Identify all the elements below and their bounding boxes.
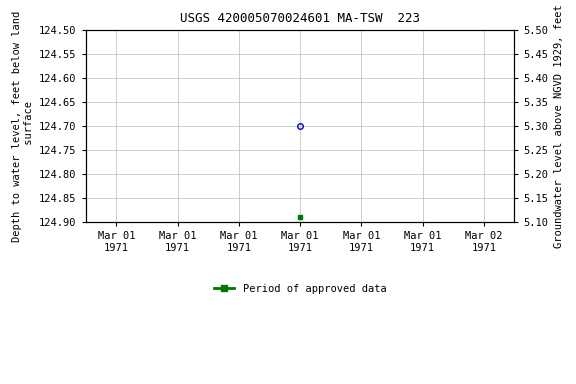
- Legend: Period of approved data: Period of approved data: [210, 280, 391, 298]
- Title: USGS 420005070024601 MA-TSW  223: USGS 420005070024601 MA-TSW 223: [180, 12, 420, 25]
- Y-axis label: Groundwater level above NGVD 1929, feet: Groundwater level above NGVD 1929, feet: [554, 5, 564, 248]
- Y-axis label: Depth to water level, feet below land
 surface: Depth to water level, feet below land su…: [12, 11, 33, 242]
